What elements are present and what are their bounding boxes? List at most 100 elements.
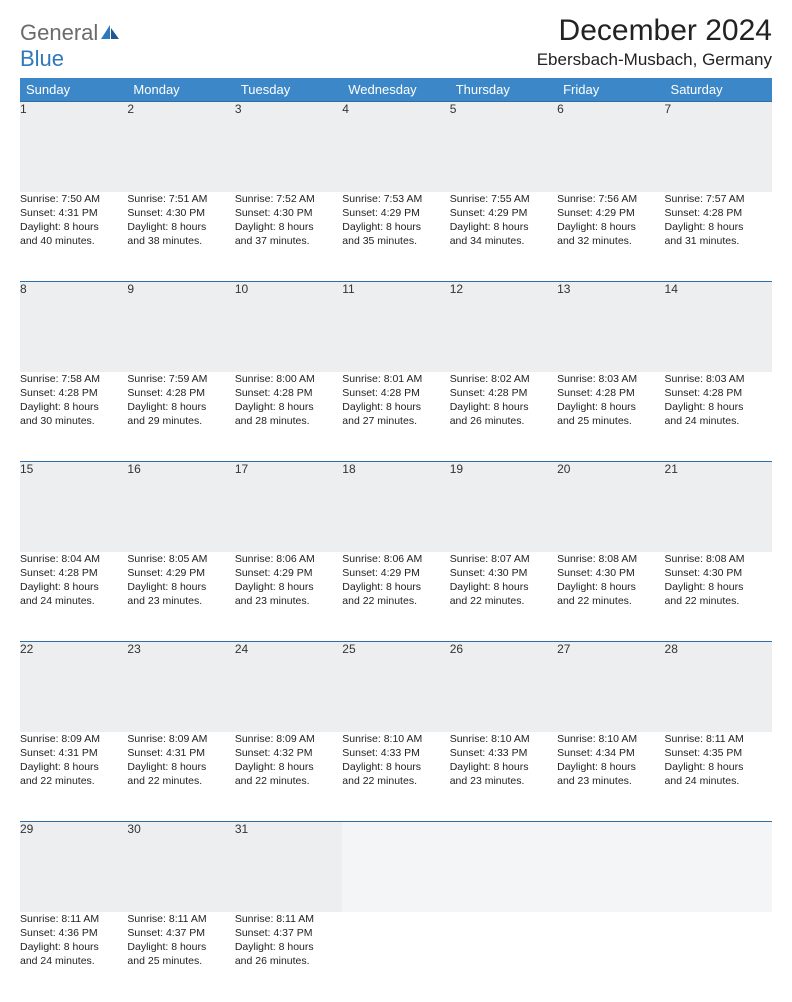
day-cell: Sunrise: 7:51 AMSunset: 4:30 PMDaylight:…	[127, 192, 234, 282]
content-row: Sunrise: 8:11 AMSunset: 4:36 PMDaylight:…	[20, 912, 772, 1002]
day-number	[450, 822, 557, 912]
day-cell: Sunrise: 8:01 AMSunset: 4:28 PMDaylight:…	[342, 372, 449, 462]
sunrise: Sunrise: 7:50 AM	[20, 192, 127, 206]
sunset: Sunset: 4:37 PM	[235, 926, 342, 940]
day-number: 29	[20, 822, 127, 912]
daylight-line2: and 29 minutes.	[127, 414, 234, 428]
day-number: 19	[450, 462, 557, 552]
sunset: Sunset: 4:28 PM	[20, 566, 127, 580]
daylight-line1: Daylight: 8 hours	[450, 400, 557, 414]
day-number: 7	[665, 102, 772, 192]
day-cell: Sunrise: 8:08 AMSunset: 4:30 PMDaylight:…	[665, 552, 772, 642]
daylight-line2: and 24 minutes.	[20, 594, 127, 608]
daylight-line1: Daylight: 8 hours	[20, 400, 127, 414]
daylight-line1: Daylight: 8 hours	[235, 220, 342, 234]
day-cell: Sunrise: 8:11 AMSunset: 4:37 PMDaylight:…	[235, 912, 342, 1002]
day-number: 15	[20, 462, 127, 552]
sunrise: Sunrise: 7:55 AM	[450, 192, 557, 206]
day-number: 20	[557, 462, 664, 552]
day-cell: Sunrise: 8:08 AMSunset: 4:30 PMDaylight:…	[557, 552, 664, 642]
daylight-line1: Daylight: 8 hours	[127, 220, 234, 234]
sunset: Sunset: 4:29 PM	[557, 206, 664, 220]
daylight-line2: and 24 minutes.	[665, 414, 772, 428]
sunset: Sunset: 4:28 PM	[450, 386, 557, 400]
day-header: Saturday	[665, 78, 772, 102]
daylight-line1: Daylight: 8 hours	[342, 400, 449, 414]
sunset: Sunset: 4:32 PM	[235, 746, 342, 760]
day-number: 2	[127, 102, 234, 192]
sunset: Sunset: 4:28 PM	[20, 386, 127, 400]
sunrise: Sunrise: 8:09 AM	[235, 732, 342, 746]
sunrise: Sunrise: 8:11 AM	[665, 732, 772, 746]
daylight-line1: Daylight: 8 hours	[557, 400, 664, 414]
daylight-line1: Daylight: 8 hours	[235, 580, 342, 594]
sunrise: Sunrise: 7:59 AM	[127, 372, 234, 386]
day-cell: Sunrise: 8:10 AMSunset: 4:33 PMDaylight:…	[450, 732, 557, 822]
logo-text: General Blue	[20, 20, 120, 72]
sunrise: Sunrise: 8:03 AM	[665, 372, 772, 386]
sunrise: Sunrise: 7:52 AM	[235, 192, 342, 206]
day-cell: Sunrise: 8:07 AMSunset: 4:30 PMDaylight:…	[450, 552, 557, 642]
day-cell: Sunrise: 8:09 AMSunset: 4:32 PMDaylight:…	[235, 732, 342, 822]
day-cell: Sunrise: 8:03 AMSunset: 4:28 PMDaylight:…	[665, 372, 772, 462]
header: General Blue December 2024 Ebersbach-Mus…	[20, 14, 772, 72]
sunrise: Sunrise: 8:10 AM	[342, 732, 449, 746]
daynum-row: 1234567	[20, 102, 772, 192]
sunset: Sunset: 4:29 PM	[127, 566, 234, 580]
sunset: Sunset: 4:28 PM	[557, 386, 664, 400]
content-row: Sunrise: 8:04 AMSunset: 4:28 PMDaylight:…	[20, 552, 772, 642]
daylight-line1: Daylight: 8 hours	[557, 580, 664, 594]
day-cell: Sunrise: 7:55 AMSunset: 4:29 PMDaylight:…	[450, 192, 557, 282]
day-number: 3	[235, 102, 342, 192]
day-number: 23	[127, 642, 234, 732]
day-number: 18	[342, 462, 449, 552]
sunset: Sunset: 4:29 PM	[342, 566, 449, 580]
sunset: Sunset: 4:29 PM	[235, 566, 342, 580]
day-cell: Sunrise: 8:06 AMSunset: 4:29 PMDaylight:…	[235, 552, 342, 642]
daylight-line1: Daylight: 8 hours	[342, 580, 449, 594]
day-cell: Sunrise: 8:11 AMSunset: 4:35 PMDaylight:…	[665, 732, 772, 822]
day-number: 5	[450, 102, 557, 192]
day-number: 25	[342, 642, 449, 732]
sunset: Sunset: 4:30 PM	[450, 566, 557, 580]
day-header: Tuesday	[235, 78, 342, 102]
day-cell: Sunrise: 8:09 AMSunset: 4:31 PMDaylight:…	[127, 732, 234, 822]
day-cell: Sunrise: 8:06 AMSunset: 4:29 PMDaylight:…	[342, 552, 449, 642]
day-cell	[450, 912, 557, 1002]
day-cell: Sunrise: 7:58 AMSunset: 4:28 PMDaylight:…	[20, 372, 127, 462]
day-cell: Sunrise: 8:11 AMSunset: 4:36 PMDaylight:…	[20, 912, 127, 1002]
day-number: 30	[127, 822, 234, 912]
sunset: Sunset: 4:31 PM	[20, 746, 127, 760]
logo-sail-icon	[100, 24, 120, 40]
sunrise: Sunrise: 8:09 AM	[20, 732, 127, 746]
daylight-line1: Daylight: 8 hours	[665, 760, 772, 774]
day-number: 4	[342, 102, 449, 192]
content-row: Sunrise: 8:09 AMSunset: 4:31 PMDaylight:…	[20, 732, 772, 822]
daylight-line2: and 31 minutes.	[665, 234, 772, 248]
day-number: 24	[235, 642, 342, 732]
daylight-line2: and 38 minutes.	[127, 234, 234, 248]
sunset: Sunset: 4:28 PM	[342, 386, 449, 400]
location: Ebersbach-Musbach, Germany	[537, 50, 772, 70]
daylight-line2: and 40 minutes.	[20, 234, 127, 248]
day-number: 12	[450, 282, 557, 372]
sunset: Sunset: 4:29 PM	[342, 206, 449, 220]
daylight-line1: Daylight: 8 hours	[20, 760, 127, 774]
daynum-row: 22232425262728	[20, 642, 772, 732]
daylight-line1: Daylight: 8 hours	[450, 760, 557, 774]
daylight-line1: Daylight: 8 hours	[450, 580, 557, 594]
daylight-line1: Daylight: 8 hours	[127, 940, 234, 954]
day-cell: Sunrise: 7:59 AMSunset: 4:28 PMDaylight:…	[127, 372, 234, 462]
daylight-line1: Daylight: 8 hours	[450, 220, 557, 234]
calendar-table: SundayMondayTuesdayWednesdayThursdayFrid…	[20, 78, 772, 1002]
daylight-line2: and 25 minutes.	[127, 954, 234, 968]
daylight-line1: Daylight: 8 hours	[557, 220, 664, 234]
sunset: Sunset: 4:34 PM	[557, 746, 664, 760]
sunrise: Sunrise: 8:02 AM	[450, 372, 557, 386]
daylight-line1: Daylight: 8 hours	[127, 760, 234, 774]
day-number: 21	[665, 462, 772, 552]
sunset: Sunset: 4:31 PM	[20, 206, 127, 220]
day-cell: Sunrise: 7:56 AMSunset: 4:29 PMDaylight:…	[557, 192, 664, 282]
sunset: Sunset: 4:28 PM	[127, 386, 234, 400]
sunrise: Sunrise: 8:11 AM	[20, 912, 127, 926]
